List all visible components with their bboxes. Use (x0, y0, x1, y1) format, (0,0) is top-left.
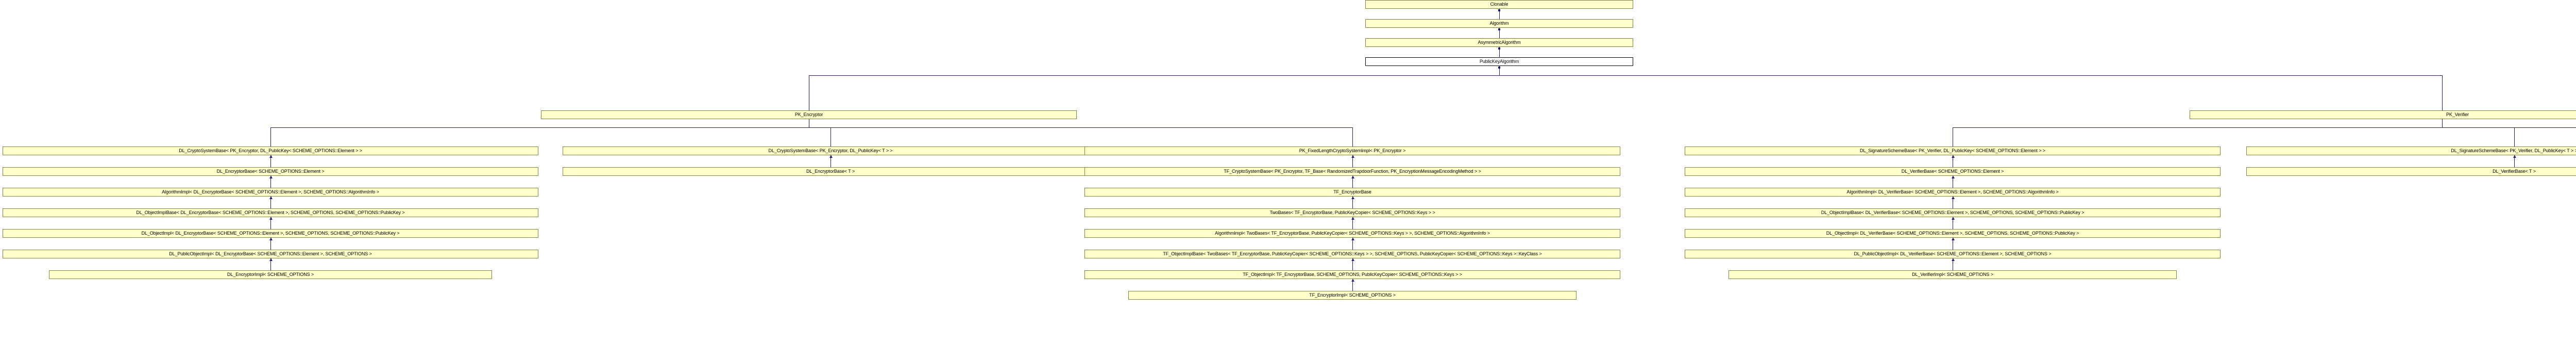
edge-pk-encryptor-split (270, 127, 1352, 128)
arrow-c4-5 (1952, 258, 1955, 261)
class-node-c3r4[interactable]: AlgorithmImpl< TwoBases< TF_EncryptorBas… (1084, 229, 1620, 238)
arrow-c3-1 (1351, 176, 1354, 178)
class-node-c4r0[interactable]: DL_SignatureSchemeBase< PK_Verifier, DL_… (1685, 146, 2221, 155)
edge-clonable-algorithm (1499, 9, 1500, 19)
class-node-c5r1[interactable]: DL_VerifierBase< T > (2246, 167, 2576, 176)
arrow-c4-0 (1952, 155, 1955, 158)
class-node-c4r1[interactable]: DL_VerifierBase< SCHEME_OPTIONS::Element… (1685, 167, 2221, 176)
arrow-c3-2 (1351, 197, 1354, 199)
edge-c3-0-1 (1352, 155, 1353, 167)
edge-publickey-split (809, 75, 2442, 76)
class-node-c1r6[interactable]: DL_EncryptorImpl< SCHEME_OPTIONS > (49, 270, 492, 279)
class-node-c4r5[interactable]: DL_PublicObjectImpl< DL_VerifierBase< SC… (1685, 250, 2221, 258)
arrow-c3-6 (1351, 279, 1354, 282)
edge-c1-1-2 (270, 176, 271, 188)
class-node-c4r3[interactable]: DL_ObjectImplBase< DL_VerifierBase< SCHE… (1685, 208, 2221, 217)
class-node-c3r6[interactable]: TF_ObjectImpl< TF_EncryptorBase, SCHEME_… (1084, 270, 1620, 279)
edge-pk-enc-col3 (1352, 127, 1353, 146)
class-node-c3r2[interactable]: TF_EncryptorBase (1084, 188, 1620, 197)
edge-algorithm-asymmetric (1499, 28, 1500, 38)
class-node-publickeyalgorithm[interactable]: PublicKeyAlgorithm (1365, 57, 1633, 66)
arrow-c5-0 (2513, 155, 2516, 158)
edge-pk-verifier-split (1953, 127, 2576, 128)
arrow-c1-1 (269, 176, 273, 178)
class-node-algorithm[interactable]: Algorithm (1365, 19, 1633, 28)
edge-c3-4-5 (1352, 238, 1353, 250)
arrow-c1-5 (269, 258, 273, 261)
edge-c1-4-5 (270, 238, 271, 250)
edge-to-pk-verifier (2442, 75, 2443, 110)
arrow-c2-0 (829, 155, 833, 158)
edge-c3-6-7 (1352, 279, 1353, 291)
class-node-c4r2[interactable]: AlgorithmImpl< DL_VerifierBase< SCHEME_O… (1685, 188, 2221, 197)
class-node-clonable[interactable]: Clonable (1365, 0, 1633, 9)
class-node-c5r0[interactable]: DL_SignatureSchemeBase< PK_Verifier, DL_… (2246, 146, 2576, 155)
class-node-pk-verifier[interactable]: PK_Verifier (2190, 110, 2576, 119)
arrow-c3-0 (1351, 155, 1354, 158)
class-node-c1r1[interactable]: DL_EncryptorBase< SCHEME_OPTIONS::Elemen… (3, 167, 538, 176)
arrow-c1-4 (269, 238, 273, 240)
edge-c3-1-2 (1352, 176, 1353, 188)
class-node-c1r2[interactable]: AlgorithmImpl< DL_EncryptorBase< SCHEME_… (3, 188, 538, 197)
edge-pk-enc-col1 (270, 127, 271, 146)
class-node-c1r4[interactable]: DL_ObjectImpl< DL_EncryptorBase< SCHEME_… (3, 229, 538, 238)
edge-c1-5-6 (270, 258, 271, 270)
class-node-c1r0[interactable]: DL_CryptoSystemBase< PK_Encryptor, DL_Pu… (3, 146, 538, 155)
edge-c5-0-1 (2514, 155, 2515, 167)
class-node-c3r0[interactable]: PK_FixedLengthCryptoSystemImpl< PK_Encry… (1084, 146, 1620, 155)
arrow-algorithm (1498, 28, 1500, 30)
edge-pk-ver-col5 (2514, 127, 2515, 146)
class-node-c3r3[interactable]: TwoBases< TF_EncryptorBase, PublicKeyCop… (1084, 208, 1620, 217)
edge-c3-2-3 (1352, 197, 1353, 208)
class-node-pk-encryptor[interactable]: PK_Encryptor (541, 110, 1077, 119)
edge-publickey-down (1499, 66, 1500, 75)
arrow-c3-3 (1351, 217, 1354, 220)
edge-c1-0-1 (270, 155, 271, 167)
class-node-c3r1[interactable]: TF_CryptoSystemBase< PK_Encryptor, TF_Ba… (1084, 167, 1620, 176)
class-node-c1r5[interactable]: DL_PublicObjectImpl< DL_EncryptorBase< S… (3, 250, 538, 258)
arrow-c1-3 (269, 217, 273, 220)
class-node-c4r4[interactable]: DL_ObjectImpl< DL_VerifierBase< SCHEME_O… (1685, 229, 2221, 238)
arrow-asymmetric (1498, 47, 1500, 50)
class-node-c3r7[interactable]: TF_EncryptorImpl< SCHEME_OPTIONS > (1128, 291, 1577, 300)
edge-asymmetric-publickey (1499, 47, 1500, 57)
arrow-c1-2 (269, 197, 273, 199)
class-node-asymmetricalgorithm[interactable]: AsymmetricAlgorithm (1365, 38, 1633, 47)
edge-pk-verifier-down (2442, 119, 2443, 127)
class-node-c1r3[interactable]: DL_ObjectImplBase< DL_EncryptorBase< SCH… (3, 208, 538, 217)
arrow-c4-4 (1952, 238, 1955, 240)
edge-c1-3-4 (270, 217, 271, 229)
class-node-c3r5[interactable]: TF_ObjectImplBase< TwoBases< TF_Encrypto… (1084, 250, 1620, 258)
class-node-c2r0[interactable]: DL_CryptoSystemBase< PK_Encryptor, DL_Pu… (563, 146, 1098, 155)
arrow-c4-2 (1952, 197, 1955, 199)
class-node-c4r6[interactable]: DL_VerifierImpl< SCHEME_OPTIONS > (1728, 270, 2177, 279)
edge-c1-2-3 (270, 197, 271, 208)
arrow-c1-0 (269, 155, 273, 158)
arrow-clonable (1498, 9, 1500, 11)
class-node-c2r1[interactable]: DL_EncryptorBase< T > (563, 167, 1098, 176)
edge-c3-3-4 (1352, 217, 1353, 229)
arrow-c3-4 (1351, 238, 1354, 240)
arrow-c4-3 (1952, 217, 1955, 220)
arrow-publickey (1498, 67, 1500, 69)
arrow-c4-1 (1952, 176, 1955, 178)
edge-c3-5-6 (1352, 258, 1353, 270)
arrow-c3-5 (1351, 258, 1354, 261)
